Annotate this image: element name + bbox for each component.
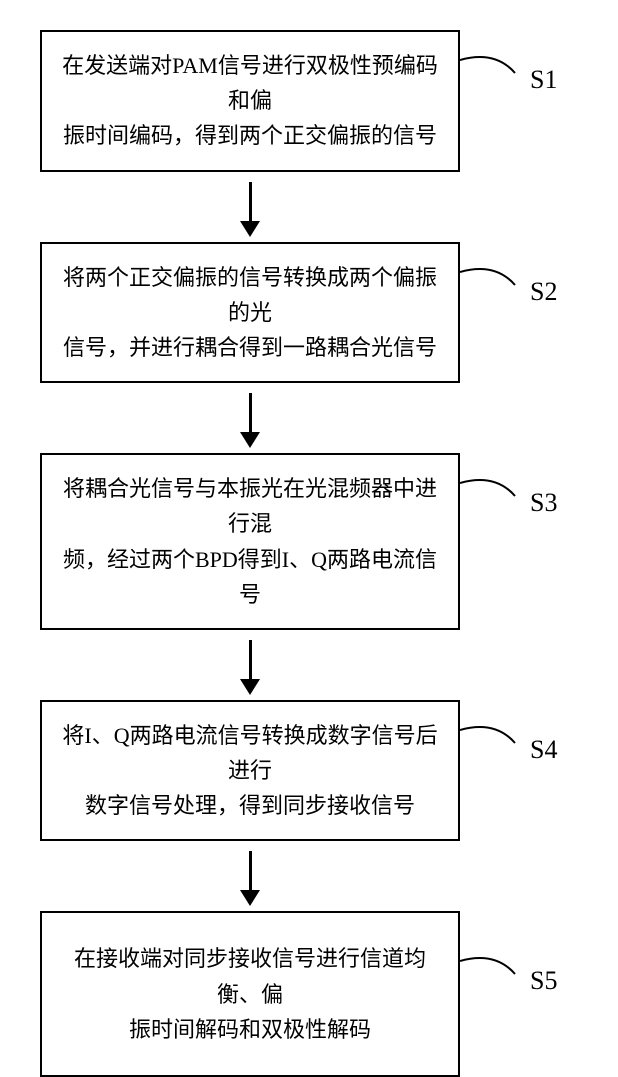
step-1-box: 在发送端对PAM信号进行双极性预编码和偏 振时间编码，得到两个正交偏振的信号 <box>40 30 460 172</box>
step-2-text-line1: 将两个正交偏振的信号转换成两个偏振的光 <box>62 260 438 330</box>
step-2-box: 将两个正交偏振的信号转换成两个偏振的光 信号，并进行耦合得到一路耦合光信号 <box>40 242 460 384</box>
step-3-box: 将耦合光信号与本振光在光混频器中进行混 频，经过两个BPD得到I、Q两路电流信号 <box>40 453 460 630</box>
arrow-head-icon <box>240 432 260 448</box>
step-5-box: 在接收端对同步接收信号进行信道均衡、偏 振时间解码和双极性解码 <box>40 911 460 1077</box>
step-1: 在发送端对PAM信号进行双极性预编码和偏 振时间编码，得到两个正交偏振的信号 S… <box>40 30 580 172</box>
arrow-head-icon <box>240 679 260 695</box>
step-3: 将耦合光信号与本振光在光混频器中进行混 频，经过两个BPD得到I、Q两路电流信号… <box>40 453 580 630</box>
step-2-text-line2: 信号，并进行耦合得到一路耦合光信号 <box>62 330 438 365</box>
step-5-text-line1: 在接收端对同步接收信号进行信道均衡、偏 <box>62 941 438 1011</box>
step-3-text-line2: 频，经过两个BPD得到I、Q两路电流信号 <box>62 542 438 612</box>
arrow-4-5 <box>40 841 460 911</box>
arrow-head-icon <box>240 221 260 237</box>
step-3-connector <box>460 478 530 513</box>
step-4-text-line1: 将I、Q两路电流信号转换成数字信号后进行 <box>62 718 438 788</box>
arrow-head-icon <box>240 890 260 906</box>
step-1-text-line1: 在发送端对PAM信号进行双极性预编码和偏 <box>62 48 438 118</box>
step-1-text-line2: 振时间编码，得到两个正交偏振的信号 <box>62 118 438 153</box>
step-1-label: S1 <box>530 65 557 95</box>
step-1-connector <box>460 55 530 90</box>
step-2: 将两个正交偏振的信号转换成两个偏振的光 信号，并进行耦合得到一路耦合光信号 S2 <box>40 242 580 384</box>
arrow-3-4 <box>40 630 460 700</box>
step-3-text-line1: 将耦合光信号与本振光在光混频器中进行混 <box>62 471 438 541</box>
step-2-connector <box>460 267 530 302</box>
step-4-box: 将I、Q两路电流信号转换成数字信号后进行 数字信号处理，得到同步接收信号 <box>40 700 460 842</box>
step-5-text-line2: 振时间解码和双极性解码 <box>62 1012 438 1047</box>
flowchart-container: 在发送端对PAM信号进行双极性预编码和偏 振时间编码，得到两个正交偏振的信号 S… <box>40 30 580 1077</box>
step-4-text-line2: 数字信号处理，得到同步接收信号 <box>62 788 438 823</box>
step-5-label: S5 <box>530 966 557 996</box>
step-2-label: S2 <box>530 277 557 307</box>
step-5: 在接收端对同步接收信号进行信道均衡、偏 振时间解码和双极性解码 S5 <box>40 911 580 1077</box>
step-3-label: S3 <box>530 488 557 518</box>
arrow-2-3 <box>40 383 460 453</box>
step-5-connector <box>460 956 530 991</box>
step-4: 将I、Q两路电流信号转换成数字信号后进行 数字信号处理，得到同步接收信号 S4 <box>40 700 580 842</box>
arrow-1-2 <box>40 172 460 242</box>
step-4-label: S4 <box>530 735 557 765</box>
step-4-connector <box>460 725 530 760</box>
